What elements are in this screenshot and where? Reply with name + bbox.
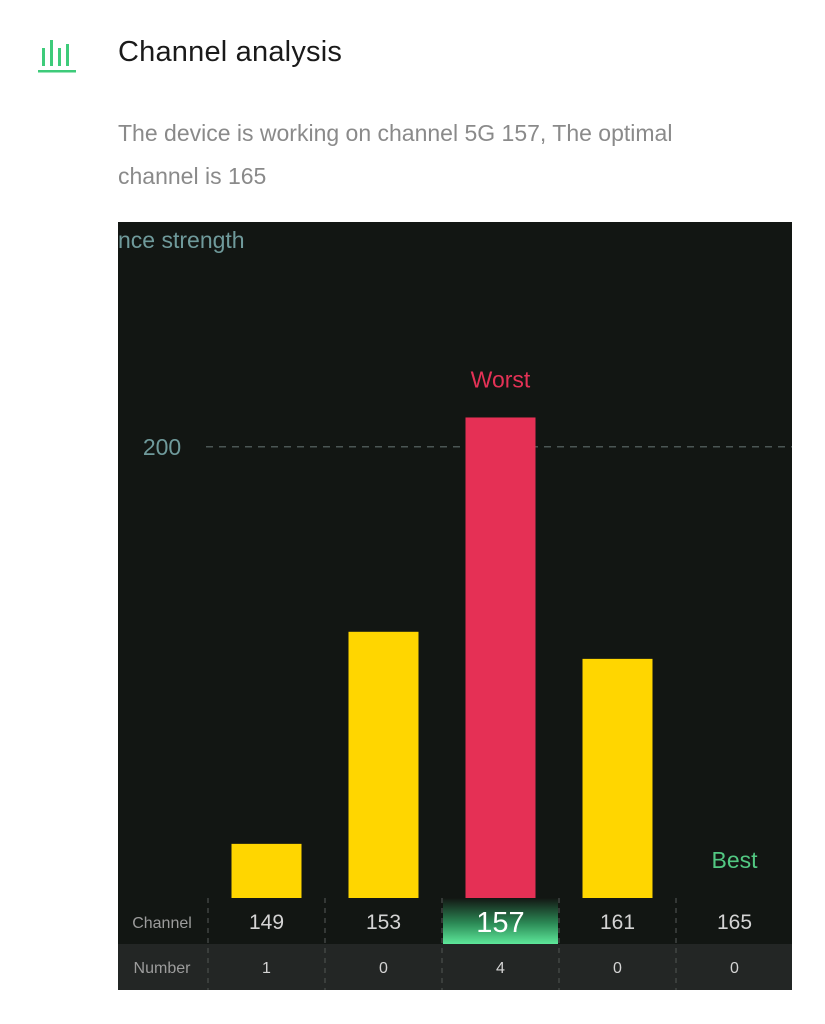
- network-count-157: 4: [496, 960, 505, 977]
- channel-chart: nce strength 200 Worst Best Channel Number…: [118, 227, 792, 990]
- channel-label-149: 149: [249, 911, 284, 934]
- network-count-165: 0: [730, 960, 739, 977]
- channel-chart-panel: nce strength 200 Worst Best Channel Number…: [118, 222, 792, 990]
- network-count-149: 1: [262, 960, 271, 977]
- bar-channel-161: [582, 658, 653, 898]
- channel-row-header: Channel: [132, 915, 192, 932]
- channel-label-161: 161: [600, 911, 635, 934]
- selected-channel-highlight: [443, 898, 558, 944]
- bar-channel-157: [465, 417, 536, 898]
- bar-channel-149: [231, 843, 302, 898]
- worst-label: Worst: [471, 366, 531, 392]
- channel-label-157: 157: [476, 907, 524, 939]
- number-row-background: [118, 944, 792, 990]
- y-tick-label: 200: [143, 434, 181, 460]
- channel-label-153: 153: [366, 911, 401, 934]
- y-axis-label: nce strength: [118, 227, 245, 253]
- network-count-153: 0: [379, 960, 388, 977]
- bar-channel-153: [348, 631, 419, 898]
- network-count-161: 0: [613, 960, 622, 977]
- section-title: Channel analysis: [118, 36, 343, 68]
- bar-chart-icon: [38, 40, 76, 73]
- channel-summary: The device is working on channel 5G 157,…: [118, 120, 673, 189]
- best-label: Best: [711, 847, 758, 873]
- channel-label-165: 165: [717, 911, 752, 934]
- number-row-header: Number: [134, 960, 192, 977]
